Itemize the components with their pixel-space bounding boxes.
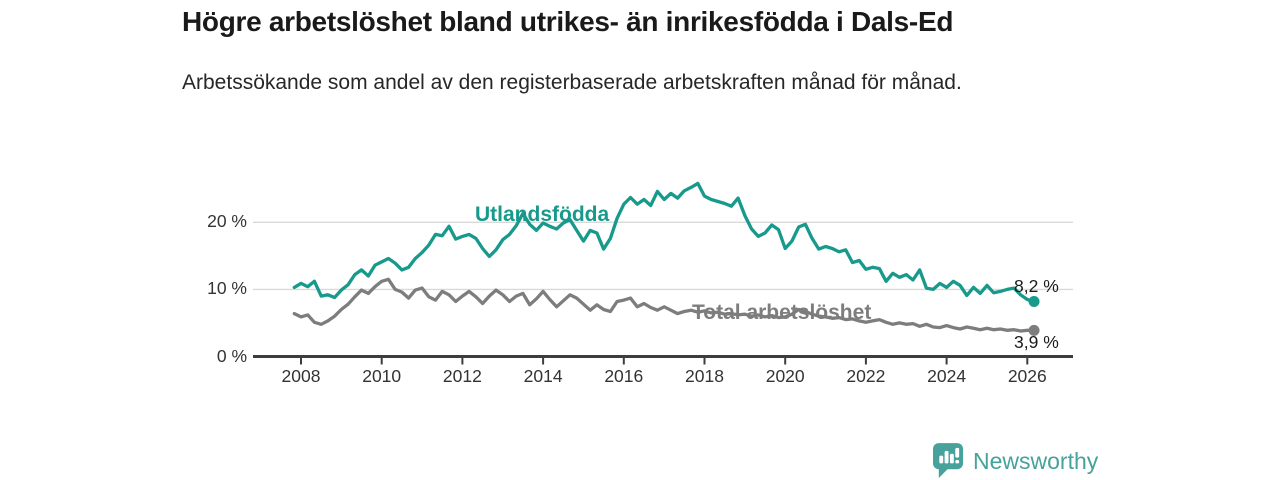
- y-tick-label-0: 0 %: [216, 345, 247, 366]
- y-tick-label-10: 10 %: [207, 278, 247, 299]
- chart-title: Högre arbetslöshet bland utrikes- än inr…: [182, 6, 954, 37]
- series-line-1: [292, 277, 1036, 333]
- x-tick-label-2020: 2020: [765, 366, 805, 386]
- newsworthy-logo-icon: [933, 443, 964, 479]
- y-tick-label-20: 20 %: [207, 211, 247, 232]
- x-tick-label-2016: 2016: [604, 366, 644, 386]
- x-tick-label-2014: 2014: [523, 366, 563, 386]
- series-end-dot-0: [1028, 295, 1040, 307]
- x-tick-label-2018: 2018: [685, 366, 724, 386]
- x-tick-label-2026: 2026: [1007, 366, 1047, 386]
- chart-subtitle: Arbetssökande som andel av den registerb…: [182, 71, 962, 94]
- end-value-label-utlandsfodda: 8,2 %: [1014, 276, 1059, 296]
- x-tick-label-2012: 2012: [442, 366, 482, 386]
- newsworthy-logo-text: Newsworthy: [973, 447, 1099, 474]
- series-label-total-arbetsloshet: Total arbetslöshet: [692, 301, 872, 324]
- series-label-utlandsfodda: Utlandsfödda: [475, 203, 610, 226]
- end-value-label-total: 3,9 %: [1014, 332, 1059, 352]
- newsworthy-logo[interactable]: Newsworthy: [933, 443, 1098, 479]
- x-tick-label-2010: 2010: [362, 366, 402, 386]
- x-tick-label-2008: 2008: [281, 366, 321, 386]
- x-tick-label-2024: 2024: [927, 366, 967, 386]
- x-tick-label-2022: 2022: [846, 366, 886, 386]
- series-end-dot-1: [1028, 324, 1040, 336]
- series-line-0: [292, 181, 1036, 304]
